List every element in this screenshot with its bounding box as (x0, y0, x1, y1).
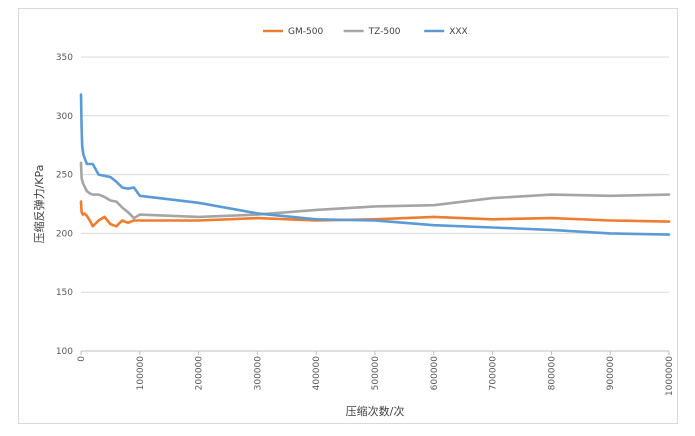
legend-label-xxx: XXX (449, 27, 468, 37)
x-tick-label: 1000000 (665, 356, 675, 396)
x-tick-label: 0 (77, 356, 87, 362)
line-chart: 100 150 200 250 300 350 0 100000 200000 300000 400… (32, 27, 675, 418)
series-line-gm-500 (79, 200, 671, 228)
legend: GM-500 TZ-500 XXX (263, 27, 468, 37)
y-tick-label: 300 (56, 112, 73, 122)
legend-label-gm-500: GM-500 (288, 27, 323, 37)
y-tick-label: 100 (56, 347, 73, 357)
gridlines (81, 56, 669, 352)
y-tick-label: 250 (56, 171, 73, 181)
y-tick-label: 150 (56, 288, 73, 298)
series-lines (79, 93, 671, 236)
x-tick-label: 200000 (195, 356, 205, 391)
x-tick-label: 500000 (371, 356, 381, 391)
x-tick-label: 600000 (430, 356, 440, 391)
y-axis-label: 压缩反弹力/KPa (32, 165, 46, 244)
x-tick-label: 100000 (136, 356, 146, 391)
x-tick-label: 300000 (253, 356, 263, 391)
y-tick-label: 200 (56, 229, 73, 239)
series-line-tz-500 (79, 161, 671, 220)
x-tick-label: 400000 (312, 356, 322, 391)
axes: 100 150 200 250 300 350 0 100000 200000 300000 400… (56, 53, 675, 396)
x-tick-label: 700000 (489, 356, 499, 391)
series-line-xxx (79, 93, 671, 236)
legend-label-tz-500: TZ-500 (368, 27, 401, 37)
chart-frame: 100 150 200 250 300 350 0 100000 200000 300000 400… (18, 8, 678, 424)
x-tick-label: 800000 (547, 356, 557, 391)
x-tick-label: 900000 (606, 356, 616, 391)
x-axis-label: 压缩次数/次 (346, 404, 405, 418)
y-tick-label: 350 (56, 53, 73, 63)
